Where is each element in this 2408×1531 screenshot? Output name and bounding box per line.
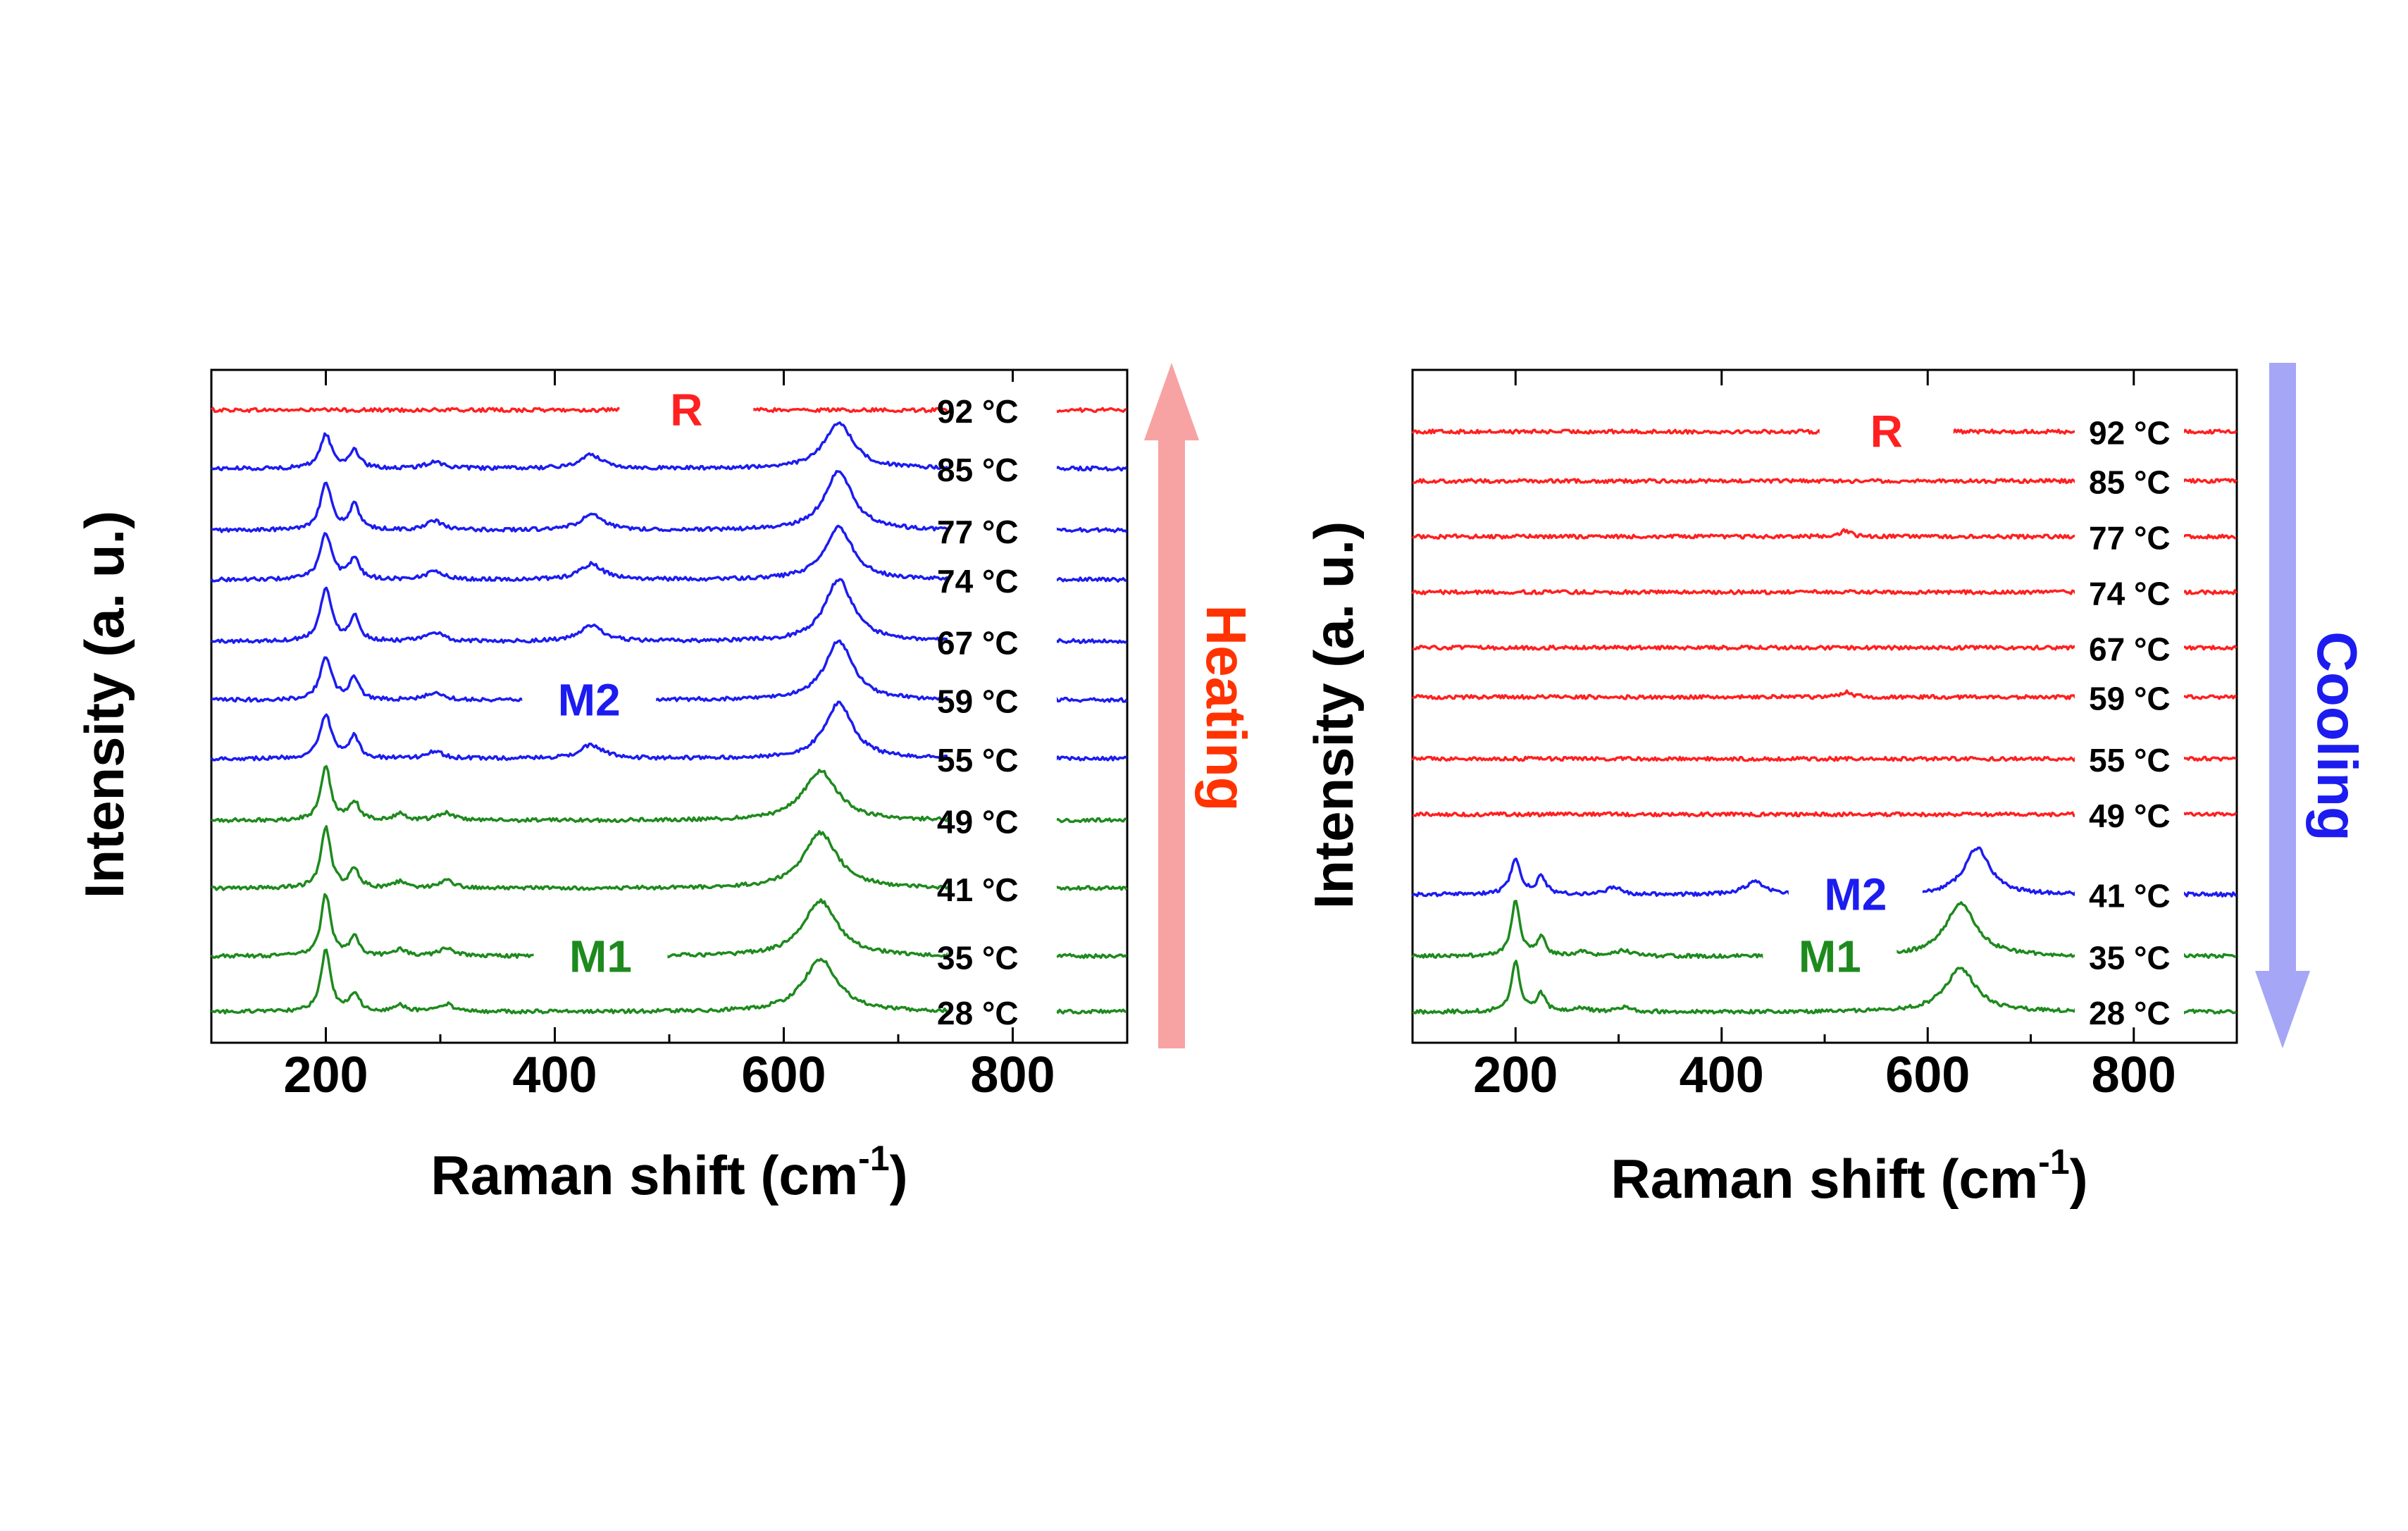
x-tick-label: 400 <box>1680 1047 1764 1103</box>
phase-label-M1: M1 <box>1799 931 1861 981</box>
temp-label-49: 49 °C <box>937 804 1019 841</box>
temp-label-55: 55 °C <box>937 742 1019 779</box>
temp-label-35: 35 °C <box>937 939 1019 976</box>
x-tick-label: 600 <box>1885 1047 1970 1103</box>
temp-label-bg <box>2075 730 2184 774</box>
x-tick-label: 400 <box>512 1047 597 1103</box>
phase-label-M2: M2 <box>1824 869 1887 920</box>
temp-label-bg <box>948 792 1057 836</box>
temp-label-85: 85 °C <box>2089 464 2171 501</box>
temp-label-bg <box>2075 452 2184 497</box>
temp-label-bg <box>2075 866 2184 910</box>
temp-label-bg <box>948 551 1057 595</box>
temp-label-bg <box>948 928 1057 972</box>
x-axis-label-main: Raman shift (cm <box>430 1144 858 1206</box>
x-tick-label: 200 <box>1473 1047 1558 1103</box>
temp-label-74: 74 °C <box>937 563 1019 600</box>
phase-label-bg <box>1788 862 1923 919</box>
temp-label-59: 59 °C <box>2089 680 2171 717</box>
temp-label-bg <box>2075 928 2184 972</box>
temp-label-bg <box>2075 564 2184 608</box>
temp-label-bg <box>2075 786 2184 830</box>
x-axis-label-sup: -1 <box>858 1139 889 1178</box>
temp-label-bg <box>948 860 1057 904</box>
phase-label-M2: M2 <box>558 675 621 726</box>
temp-label-bg <box>2075 508 2184 552</box>
temp-label-67: 67 °C <box>937 625 1019 662</box>
x-axis-label: Raman shift (cm-1) <box>430 1139 907 1206</box>
temp-label-28: 28 °C <box>2089 995 2171 1031</box>
heating-label: Heating <box>1195 605 1258 811</box>
temp-label-bg <box>948 671 1057 716</box>
temp-label-77: 77 °C <box>2089 520 2171 557</box>
temp-label-92: 92 °C <box>2089 415 2171 452</box>
cooling-label: Cooling <box>2306 631 2369 841</box>
y-axis-label: Intensity (a. u.) <box>73 511 135 898</box>
x-tick-label: 600 <box>741 1047 826 1103</box>
temp-label-bg <box>948 440 1057 485</box>
temp-label-41: 41 °C <box>937 872 1019 908</box>
temp-label-49: 49 °C <box>2089 798 2171 834</box>
y-axis-label: Intensity (a. u.) <box>1303 521 1365 909</box>
x-tick-label: 800 <box>2092 1047 2176 1103</box>
phase-label-bg <box>619 378 754 435</box>
temp-label-bg <box>2075 403 2184 447</box>
phase-label-M1: M1 <box>569 931 632 981</box>
temp-label-bg <box>948 502 1057 546</box>
temp-label-35: 35 °C <box>2089 939 2171 976</box>
temp-label-28: 28 °C <box>937 995 1019 1031</box>
phase-label-bg <box>522 668 657 725</box>
temp-label-bg <box>2075 619 2184 664</box>
temp-label-bg <box>2075 669 2184 713</box>
temp-label-bg <box>948 730 1057 774</box>
x-tick-label: 800 <box>970 1047 1055 1103</box>
temp-label-77: 77 °C <box>937 514 1019 550</box>
phase-label-R: R <box>1870 407 1903 457</box>
phase-label-R: R <box>670 385 702 435</box>
phase-label-bg <box>533 924 668 981</box>
x-axis-label-sup: -1 <box>2038 1142 2069 1182</box>
x-axis-label-end: ) <box>890 1144 908 1206</box>
temp-label-bg <box>948 613 1057 657</box>
phase-label-bg <box>1819 399 1954 457</box>
temp-label-bg <box>948 984 1057 1028</box>
cooling-arrow <box>2255 363 2310 1048</box>
x-axis-label-end: ) <box>2070 1148 2088 1210</box>
temp-label-85: 85 °C <box>937 452 1019 488</box>
x-axis-label-main: Raman shift (cm <box>1610 1148 2038 1210</box>
temp-label-bg <box>948 381 1057 426</box>
x-axis-label: Raman shift (cm-1) <box>1610 1142 2087 1210</box>
cooling-panel: 200 400 600 800 92 °C 85 °C 77 °C 74 °C 67 °C 59 … <box>1303 363 2369 1210</box>
temp-label-59: 59 °C <box>937 683 1019 720</box>
temp-label-74: 74 °C <box>2089 575 2171 612</box>
temp-label-67: 67 °C <box>2089 631 2171 667</box>
temp-label-92: 92 °C <box>937 393 1019 430</box>
heating-arrow <box>1144 363 1199 1048</box>
phase-label-bg <box>1763 924 1897 981</box>
temp-label-55: 55 °C <box>2089 742 2171 779</box>
temp-label-bg <box>2075 984 2184 1028</box>
heating-panel: 200 400 600 800 92 °C 85 °C 77 °C 74 °C 67 °C 59 … <box>73 363 1258 1206</box>
x-tick-label: 200 <box>283 1047 368 1103</box>
temp-label-41: 41 °C <box>2089 878 2171 915</box>
